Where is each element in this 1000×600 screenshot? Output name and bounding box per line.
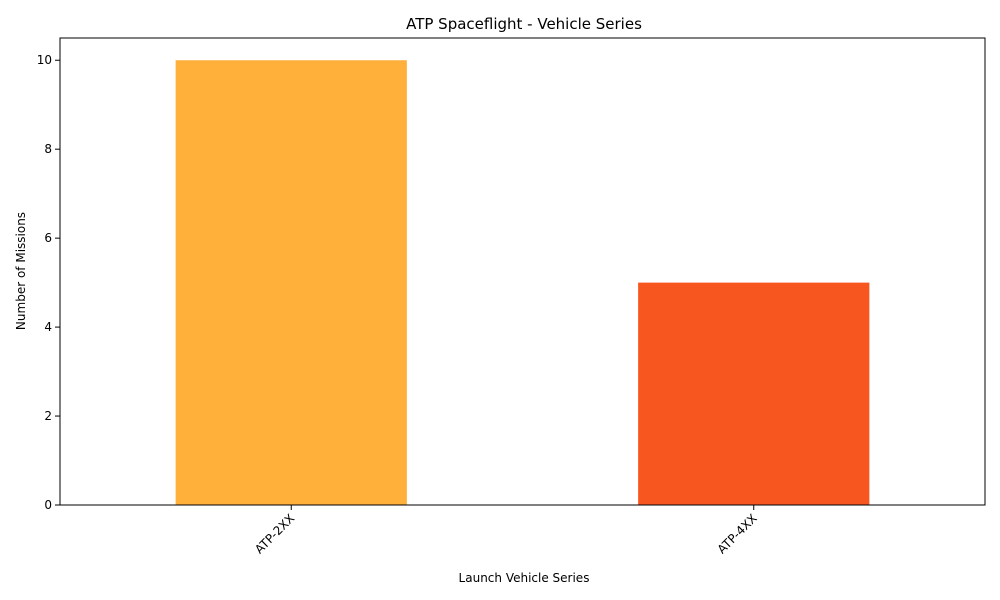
plot-frame — [59, 37, 986, 506]
y-tick-label: 8 — [44, 142, 52, 156]
x-tick-label: ATP-2XX — [252, 511, 297, 556]
y-tick-label: 0 — [44, 498, 52, 512]
y-tick-label: 6 — [44, 231, 52, 245]
y-axis-label: Number of Missions — [14, 212, 28, 330]
x-tick-label: ATP-4XX — [715, 511, 760, 556]
bar-atp-4xx — [638, 282, 870, 505]
x-axis: ATP-2XX ATP-4XX — [252, 505, 760, 556]
x-axis-label: Launch Vehicle Series — [459, 571, 590, 585]
y-tick-label: 4 — [44, 320, 52, 334]
bar-atp-2xx — [175, 60, 407, 505]
y-axis: 0 2 4 6 8 10 — [37, 53, 60, 512]
y-tick-label: 10 — [37, 53, 52, 67]
y-tick-label: 2 — [44, 409, 52, 423]
chart-title: ATP Spaceflight - Vehicle Series — [406, 15, 642, 33]
plot-area — [175, 60, 870, 505]
